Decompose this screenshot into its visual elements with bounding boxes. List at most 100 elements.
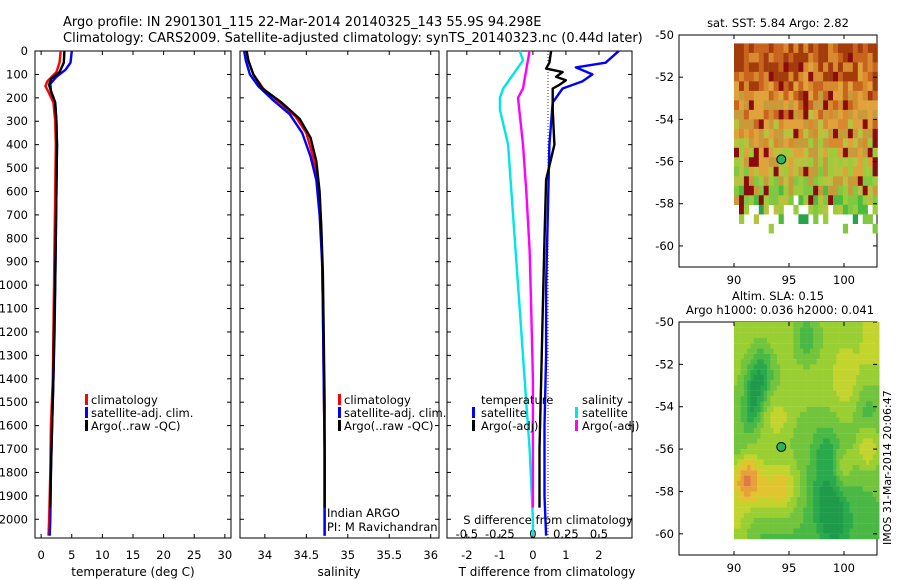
sla-cell xyxy=(753,406,758,413)
sla-cell xyxy=(852,385,857,391)
lon-tick-label: 100 xyxy=(833,273,855,287)
sla-cell xyxy=(859,359,863,365)
sst-cell xyxy=(778,166,784,177)
sla-cell xyxy=(747,480,751,487)
sla-cell xyxy=(803,486,807,492)
sla-cell xyxy=(806,438,811,444)
sla-cell xyxy=(753,364,758,370)
sst-cell xyxy=(743,43,750,54)
sla-cell xyxy=(796,507,801,513)
sla-cell xyxy=(869,401,873,407)
sla-cell xyxy=(826,496,830,503)
sla-cell xyxy=(767,438,771,444)
sla-cell xyxy=(790,412,794,418)
sla-cell xyxy=(816,385,821,391)
sla-cell xyxy=(842,343,847,349)
sst-cell xyxy=(838,52,844,63)
sla-cell xyxy=(862,528,867,534)
sla-cell xyxy=(849,322,854,328)
sst-cell xyxy=(852,119,858,130)
sla-cell xyxy=(875,528,880,534)
sla-cell xyxy=(757,523,761,529)
sla-cell xyxy=(833,486,837,492)
sla-cell xyxy=(813,380,817,386)
sla-cell xyxy=(839,348,844,354)
sla-cell xyxy=(866,475,870,481)
sla-cell xyxy=(813,443,817,450)
sst-cell xyxy=(852,62,858,73)
legend-label-argo: Argo(..raw -QC) xyxy=(91,419,181,433)
sst-cell xyxy=(872,185,878,196)
sla-cell xyxy=(757,433,761,439)
sla-cell xyxy=(866,337,870,344)
sla-cell xyxy=(829,406,834,413)
sla-cell xyxy=(740,348,745,354)
depth-tick-label: 1400 xyxy=(0,372,28,386)
sla-cell xyxy=(859,406,863,413)
sla-cell xyxy=(734,454,738,460)
sla-cell xyxy=(734,343,738,349)
sla-cell xyxy=(806,327,811,333)
sla-cell xyxy=(809,385,814,391)
sst-cell xyxy=(739,62,745,73)
sla-cell xyxy=(773,337,778,344)
sla-cell xyxy=(856,401,860,407)
sla-cell xyxy=(763,348,768,354)
sla-cell xyxy=(770,533,774,540)
sla-cell xyxy=(757,454,761,460)
sla-cell xyxy=(839,459,844,466)
sla-cell xyxy=(875,422,880,428)
x-tick-label: 25 xyxy=(187,548,202,562)
sla-cell xyxy=(796,359,801,365)
sst-cell xyxy=(793,128,799,139)
lat-tick-label: -60 xyxy=(655,527,674,541)
sst-cell xyxy=(778,109,784,120)
sst-cell xyxy=(763,52,769,63)
sla-cell xyxy=(839,422,844,428)
sla-cell xyxy=(869,343,873,349)
sla-cell xyxy=(760,496,764,503)
sst-cell xyxy=(823,166,829,177)
sst-cell xyxy=(753,62,759,73)
sst-cell xyxy=(818,100,824,111)
sla-cell xyxy=(852,348,857,354)
sla-cell xyxy=(740,449,745,455)
sla-cell xyxy=(737,406,741,413)
sla-cell xyxy=(734,480,738,487)
sla-cell xyxy=(776,322,781,328)
sla-cell xyxy=(786,364,791,370)
sst-cell xyxy=(778,119,784,130)
sla-cell xyxy=(793,375,797,381)
sla-cell xyxy=(767,417,771,423)
sla-cell xyxy=(875,449,880,455)
sla-cell xyxy=(869,390,873,397)
sla-cell xyxy=(803,459,807,466)
sla-cell xyxy=(783,322,788,328)
sla-cell xyxy=(852,406,857,413)
sst-cell xyxy=(773,71,779,82)
legend-label-s-satellite: satellite xyxy=(582,406,628,420)
sla-cell xyxy=(773,507,778,513)
sla-cell xyxy=(737,502,741,508)
sla-cell xyxy=(763,475,768,481)
sst-cell xyxy=(813,90,819,101)
sla-cell xyxy=(767,369,771,376)
sst-cell xyxy=(803,109,809,120)
sla-cell xyxy=(859,533,863,540)
sla-cell xyxy=(816,523,821,529)
sla-cell xyxy=(823,523,827,529)
sst-cell xyxy=(808,128,814,139)
sla-cell xyxy=(862,517,867,524)
sla-cell xyxy=(740,438,745,444)
sla-cell xyxy=(813,422,817,428)
sla-cell xyxy=(869,459,873,466)
sla-cell xyxy=(809,380,814,386)
sla-cell xyxy=(800,502,804,508)
salinity-panel-frame xyxy=(239,50,440,539)
sla-cell xyxy=(823,343,827,349)
sst-cell xyxy=(778,147,784,158)
sst-cell xyxy=(753,138,759,148)
sst-cell xyxy=(788,157,794,167)
sla-cell xyxy=(826,523,830,529)
sla-cell xyxy=(846,480,850,487)
